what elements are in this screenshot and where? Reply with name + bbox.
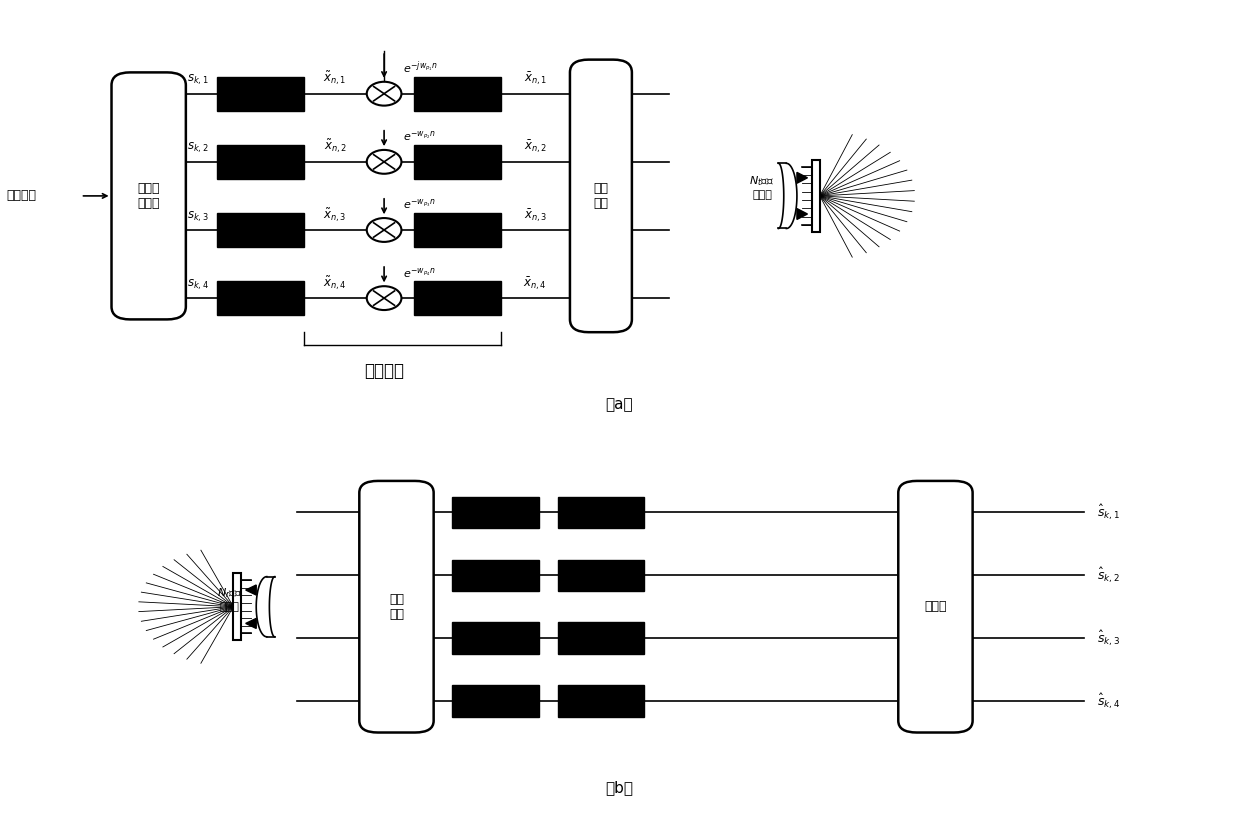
Bar: [217, 281, 304, 315]
Text: $\bar{x}_{n,2}$: $\bar{x}_{n,2}$: [524, 138, 546, 156]
Text: $\bar{x}_{n,4}$: $\bar{x}_{n,4}$: [523, 275, 548, 292]
Circle shape: [367, 82, 401, 106]
Text: （b）: （b）: [606, 780, 633, 795]
Bar: [217, 77, 304, 111]
FancyBboxPatch shape: [359, 481, 434, 732]
Text: 解码器: 解码器: [924, 600, 947, 613]
Text: $e^{-w_{p_2}n}$: $e^{-w_{p_2}n}$: [403, 129, 436, 143]
Bar: [233, 573, 242, 640]
Text: 输入比特: 输入比特: [6, 189, 36, 202]
Bar: [217, 145, 304, 179]
Text: （a）: （a）: [606, 397, 633, 412]
Polygon shape: [797, 172, 808, 183]
Bar: [812, 160, 820, 232]
Text: 时变补偿: 时变补偿: [364, 361, 404, 379]
Text: 序号调
制映射: 序号调 制映射: [138, 182, 160, 210]
Bar: [452, 496, 539, 528]
Bar: [558, 686, 644, 717]
Text: $\tilde{x}_{n,3}$: $\tilde{x}_{n,3}$: [323, 206, 347, 224]
Text: $\tilde{x}_{n,4}$: $\tilde{x}_{n,4}$: [323, 274, 347, 292]
FancyBboxPatch shape: [898, 481, 973, 732]
Bar: [452, 622, 539, 654]
Text: $\hat{s}_{k,2}$: $\hat{s}_{k,2}$: [1097, 566, 1119, 585]
Polygon shape: [245, 585, 256, 595]
Bar: [414, 213, 501, 247]
Bar: [558, 622, 644, 654]
Text: $e^{-w_{p_4}n}$: $e^{-w_{p_4}n}$: [403, 265, 436, 279]
Text: 选择
网络: 选择 网络: [593, 182, 608, 210]
Text: $\tilde{x}_{n,2}$: $\tilde{x}_{n,2}$: [323, 138, 347, 156]
FancyBboxPatch shape: [570, 60, 632, 333]
Text: $\bar{x}_{n,3}$: $\bar{x}_{n,3}$: [524, 206, 546, 224]
Text: $\hat{s}_{k,4}$: $\hat{s}_{k,4}$: [1097, 691, 1120, 711]
Text: $e^{-jw_{p_1}n}$: $e^{-jw_{p_1}n}$: [403, 60, 437, 76]
Text: $N_t$维透
镜天线: $N_t$维透 镜天线: [750, 174, 774, 200]
Bar: [414, 281, 501, 315]
Bar: [414, 77, 501, 111]
Text: $\hat{s}_{k,3}$: $\hat{s}_{k,3}$: [1097, 628, 1120, 648]
Bar: [217, 213, 304, 247]
Bar: [414, 145, 501, 179]
Text: $N_r$维透
镜天线: $N_r$维透 镜天线: [217, 586, 242, 612]
Circle shape: [367, 218, 401, 242]
Text: $s_{k,4}$: $s_{k,4}$: [187, 278, 209, 292]
Text: 选择
网络: 选择 网络: [389, 593, 404, 621]
Polygon shape: [797, 209, 808, 219]
Bar: [452, 559, 539, 591]
Text: $s_{k,2}$: $s_{k,2}$: [187, 141, 209, 156]
Circle shape: [367, 150, 401, 174]
Bar: [558, 496, 644, 528]
Text: $\hat{s}_{k,1}$: $\hat{s}_{k,1}$: [1097, 503, 1120, 522]
Circle shape: [367, 286, 401, 310]
Text: $\tilde{x}_{n,1}$: $\tilde{x}_{n,1}$: [323, 70, 347, 88]
FancyBboxPatch shape: [112, 72, 186, 319]
Bar: [452, 686, 539, 717]
Text: $s_{k,1}$: $s_{k,1}$: [187, 73, 209, 88]
Text: $e^{-w_{p_3}n}$: $e^{-w_{p_3}n}$: [403, 197, 436, 211]
Bar: [558, 559, 644, 591]
Text: $\bar{x}_{n,1}$: $\bar{x}_{n,1}$: [524, 70, 546, 88]
Text: $s_{k,3}$: $s_{k,3}$: [187, 209, 209, 224]
Polygon shape: [245, 618, 256, 628]
